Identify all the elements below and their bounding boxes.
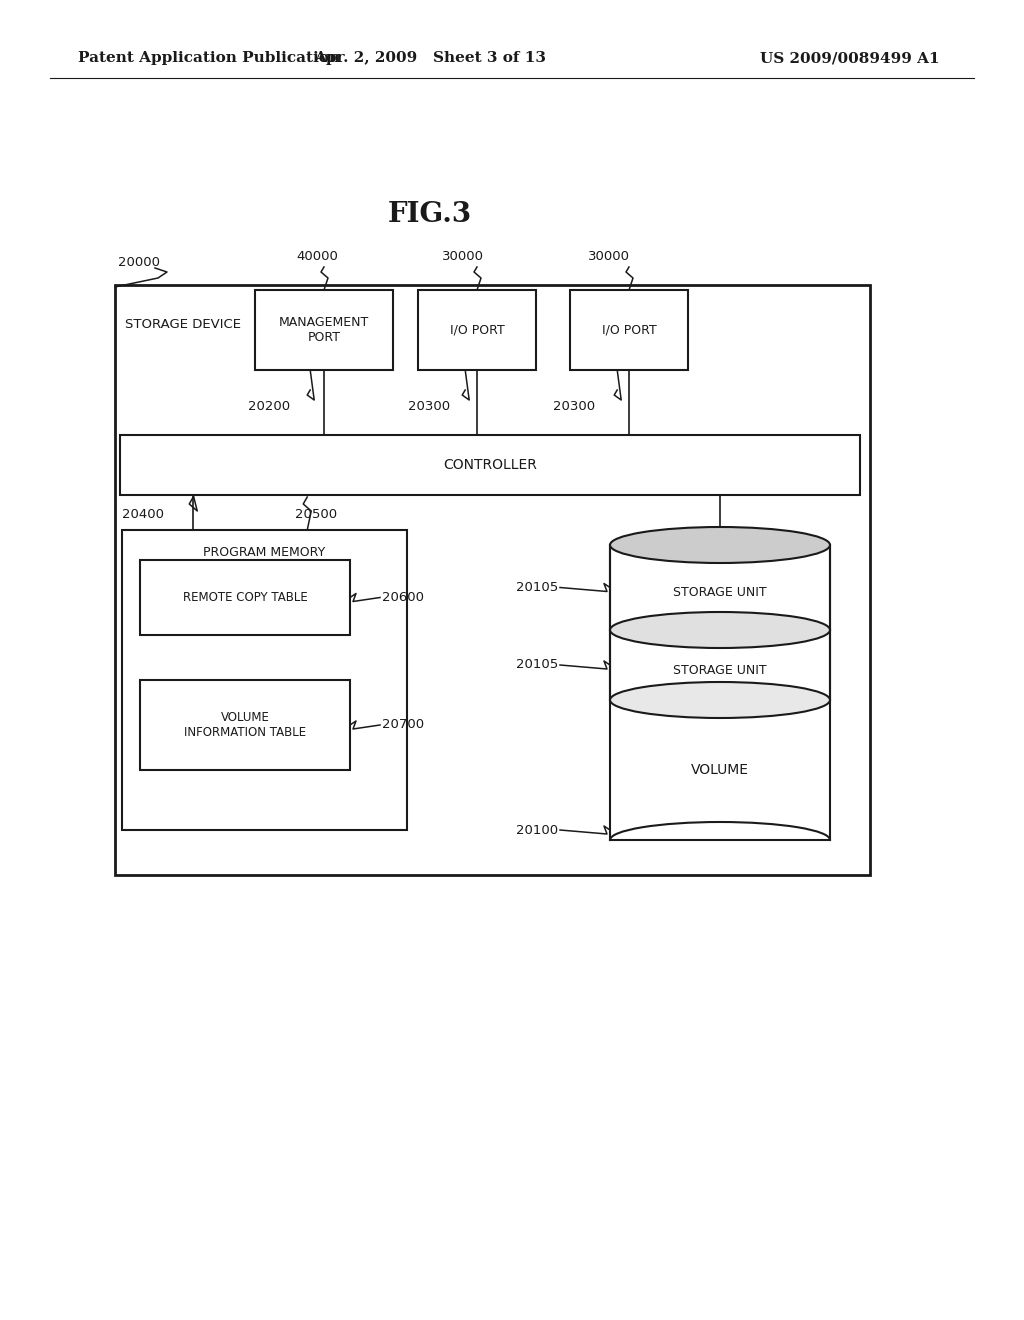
- Ellipse shape: [610, 682, 830, 718]
- Text: 20600: 20600: [382, 591, 424, 605]
- Text: CONTROLLER: CONTROLLER: [443, 458, 537, 473]
- Text: REMOTE COPY TABLE: REMOTE COPY TABLE: [182, 591, 307, 605]
- Text: 30000: 30000: [588, 249, 630, 263]
- Text: 20700: 20700: [382, 718, 424, 731]
- Bar: [140, 680, 350, 770]
- Text: 20000: 20000: [118, 256, 160, 268]
- Text: 40000: 40000: [296, 249, 338, 263]
- Text: Apr. 2, 2009   Sheet 3 of 13: Apr. 2, 2009 Sheet 3 of 13: [314, 51, 546, 65]
- Text: VOLUME
INFORMATION TABLE: VOLUME INFORMATION TABLE: [184, 711, 306, 739]
- Text: 20300: 20300: [553, 400, 595, 413]
- Text: I/O PORT: I/O PORT: [602, 323, 656, 337]
- Text: Patent Application Publication: Patent Application Publication: [78, 51, 340, 65]
- Text: 20400: 20400: [122, 508, 164, 521]
- Text: US 2009/0089499 A1: US 2009/0089499 A1: [761, 51, 940, 65]
- Text: 20105: 20105: [516, 659, 558, 672]
- Bar: [255, 290, 393, 370]
- Text: STORAGE UNIT: STORAGE UNIT: [673, 586, 767, 599]
- Bar: [418, 290, 536, 370]
- Text: FIG.3: FIG.3: [388, 202, 472, 228]
- Text: STORAGE UNIT: STORAGE UNIT: [673, 664, 767, 676]
- Text: I/O PORT: I/O PORT: [450, 323, 505, 337]
- Bar: [610, 545, 830, 630]
- Text: PROGRAM MEMORY: PROGRAM MEMORY: [204, 545, 326, 558]
- Text: 20200: 20200: [248, 400, 290, 413]
- Bar: [610, 630, 830, 700]
- Text: 20105: 20105: [516, 581, 558, 594]
- Text: 20500: 20500: [295, 508, 337, 521]
- Bar: [115, 285, 870, 875]
- Ellipse shape: [610, 527, 830, 564]
- Text: MANAGEMENT
PORT: MANAGEMENT PORT: [279, 315, 369, 345]
- Text: 20300: 20300: [408, 400, 451, 413]
- Text: 20100: 20100: [516, 824, 558, 837]
- Bar: [122, 531, 407, 830]
- Ellipse shape: [610, 612, 830, 648]
- Bar: [140, 560, 350, 635]
- Text: VOLUME: VOLUME: [691, 763, 749, 777]
- Text: STORAGE DEVICE: STORAGE DEVICE: [125, 318, 241, 331]
- Bar: [570, 290, 688, 370]
- Bar: [120, 436, 860, 495]
- Text: 30000: 30000: [441, 249, 483, 263]
